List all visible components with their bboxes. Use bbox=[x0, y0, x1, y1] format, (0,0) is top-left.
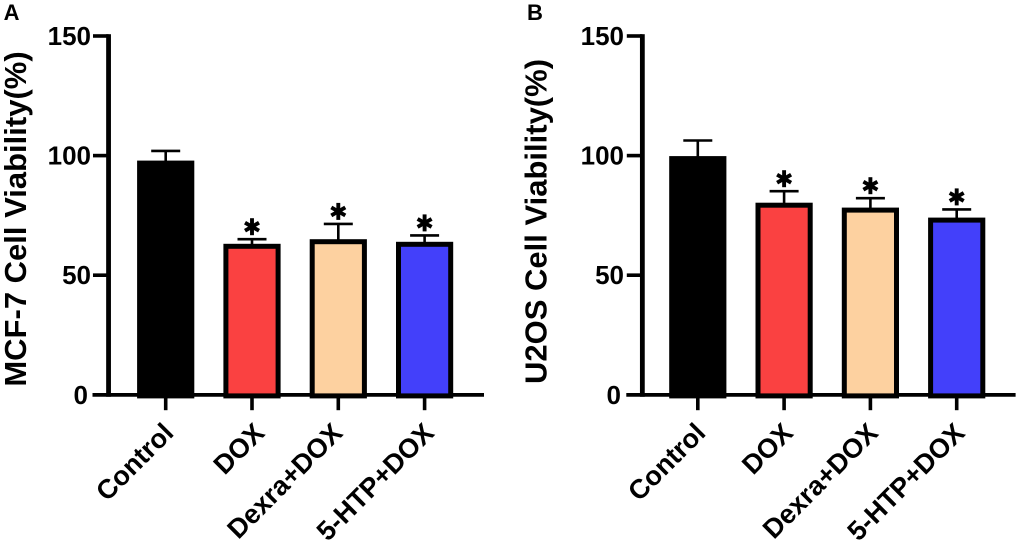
svg-text:50: 50 bbox=[595, 260, 624, 290]
svg-text:A: A bbox=[4, 0, 20, 25]
svg-text:150: 150 bbox=[581, 21, 624, 51]
svg-text:150: 150 bbox=[48, 21, 91, 51]
svg-text:100: 100 bbox=[581, 141, 624, 171]
svg-text:100: 100 bbox=[48, 141, 91, 171]
svg-text:50: 50 bbox=[62, 260, 91, 290]
svg-text:0: 0 bbox=[74, 380, 88, 410]
svg-text:B: B bbox=[527, 0, 543, 25]
svg-text:MCF-7 Cell Viability(%): MCF-7 Cell Viability(%) bbox=[0, 51, 33, 386]
svg-text:U2OS Cell Viability(%): U2OS Cell Viability(%) bbox=[519, 59, 554, 384]
svg-text:0: 0 bbox=[607, 380, 621, 410]
